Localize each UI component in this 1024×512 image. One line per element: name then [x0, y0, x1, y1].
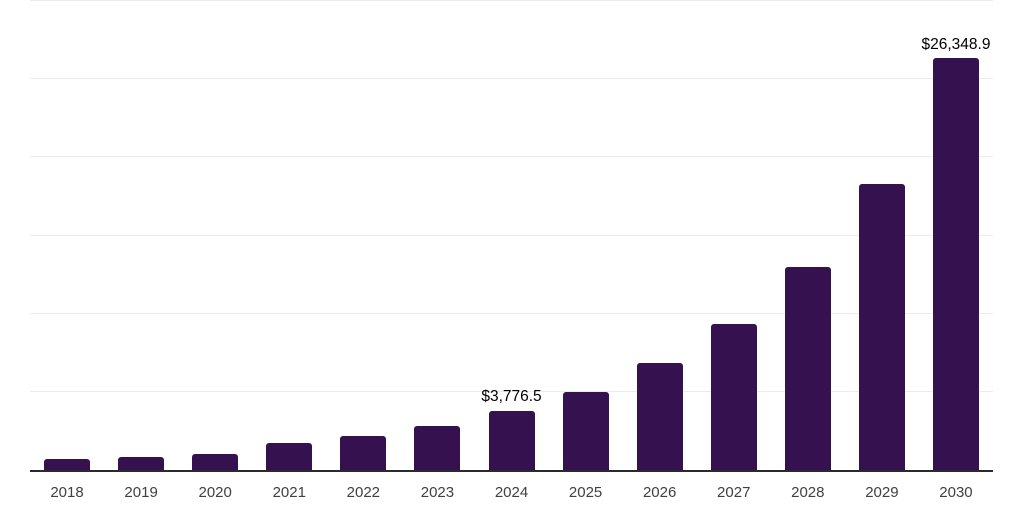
bar-2026	[636, 363, 683, 470]
x-tick-2018: 2018	[50, 484, 84, 501]
bar-slot-2018	[30, 1, 104, 470]
bar-2019	[118, 456, 165, 470]
bar-2024	[488, 410, 535, 470]
x-tick-2027: 2027	[717, 484, 751, 501]
x-tick-2029: 2029	[865, 484, 899, 501]
x-axis: 2018 2019 2020 2021 2022 2023 2024 2025 2026 2027…	[30, 484, 993, 502]
bar-slot-2024: $3,776.5	[474, 1, 548, 470]
x-tick-2022: 2022	[346, 484, 381, 501]
bar-2027	[710, 323, 757, 470]
gridline-20000	[30, 156, 993, 158]
gridline-10000	[30, 312, 993, 314]
bar-2020	[192, 454, 239, 470]
bar-slot-2028	[771, 1, 845, 470]
bar-slot-2019	[104, 1, 178, 470]
bar-slot-2021	[252, 1, 326, 470]
bar-2025	[562, 391, 609, 470]
bar-2018	[44, 458, 91, 470]
plot-area: $3,776.5 $26,348.9	[30, 0, 993, 472]
gridline-5000	[30, 390, 993, 392]
bar-slot-2027	[697, 1, 771, 470]
bar-2030	[932, 58, 979, 470]
bar-slot-2025	[549, 1, 623, 470]
x-tick-2020: 2020	[198, 484, 232, 501]
x-tick-2026: 2026	[642, 484, 677, 501]
gridline-15000	[30, 234, 993, 236]
bar-slot-2026	[623, 1, 697, 470]
x-tick-2024: 2024	[494, 484, 529, 501]
gridline-30000	[30, 0, 993, 1]
bar-2028	[784, 267, 831, 470]
bar-slot-2020	[178, 1, 252, 470]
bar-2022	[340, 435, 387, 470]
bar-2023	[414, 425, 461, 470]
bar-slot-2030: $26,348.9	[919, 1, 993, 470]
bar-2021	[266, 443, 313, 470]
bar-slot-2029	[845, 1, 919, 470]
x-tick-2023: 2023	[420, 484, 455, 501]
data-label-2024: $3,776.5	[481, 388, 542, 406]
x-tick-2019: 2019	[124, 484, 158, 501]
data-label-2030: $26,348.9	[921, 35, 991, 53]
bar-2029	[858, 183, 905, 470]
gridline-25000	[30, 78, 993, 80]
bar-slot-2023	[400, 1, 474, 470]
x-tick-2021: 2021	[272, 484, 306, 501]
x-tick-2030: 2030	[939, 484, 973, 501]
x-tick-2028: 2028	[791, 484, 825, 501]
x-tick-2025: 2025	[568, 484, 603, 501]
bar-slot-2022	[326, 1, 400, 470]
